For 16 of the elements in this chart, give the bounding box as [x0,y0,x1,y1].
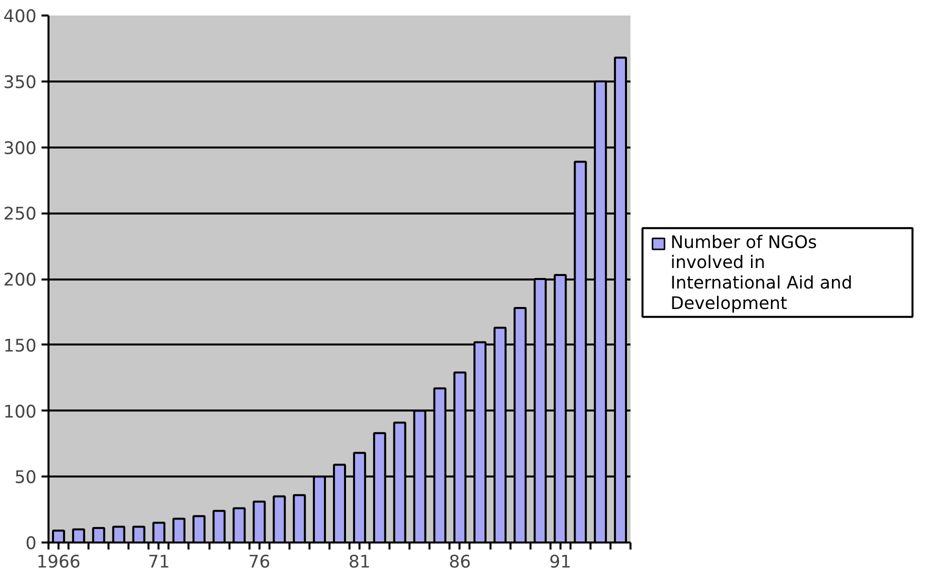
x-tick-label: 81 [348,552,371,572]
x-tick-label: 1966 [36,552,81,572]
y-tick-label: 150 [3,336,37,356]
legend-label: Number of NGOs involved in International Aid and Development [670,232,852,314]
y-tick-label: 300 [3,138,37,159]
y-tick-label: 0 [25,534,37,554]
y-tick-label: 100 [3,402,37,422]
x-tick-label: 71 [148,552,170,572]
y-tick-label: 50 [14,468,37,488]
y-tick-label: 250 [3,204,37,225]
y-tick-label: 350 [3,72,37,93]
x-tick-label: 76 [248,552,270,572]
x-tick-label: 91 [549,552,572,572]
y-tick-label: 200 [3,270,37,290]
x-tick-label: 86 [448,552,471,572]
y-tick-label: 400 [3,7,37,27]
